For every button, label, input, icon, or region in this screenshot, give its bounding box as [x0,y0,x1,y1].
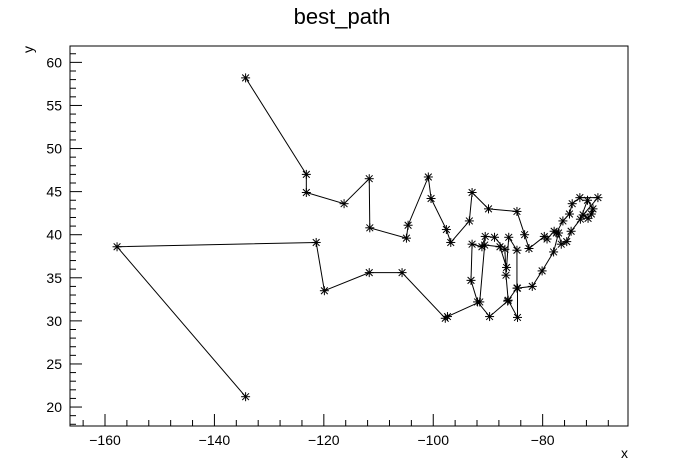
data-point [475,297,485,307]
data-point [441,225,451,235]
data-point [501,270,511,280]
data-point [401,233,411,243]
y-tick-label: 35 [46,270,62,286]
data-point [558,216,568,226]
data-point [397,268,407,278]
data-point [520,230,530,240]
data-point [512,283,522,293]
data-point [512,245,522,255]
axis-ticks [70,53,609,426]
x-tick-label: −120 [308,432,340,448]
tick-labels: −160 −140 −120 −100 −80 20 25 30 35 40 45 50 55 60 [46,54,554,448]
data-point [504,232,514,242]
data-point [301,169,311,179]
data-point [403,220,413,230]
data-point [564,209,574,219]
data-point [588,204,598,214]
y-tick-label: 50 [46,141,62,157]
data-point [566,226,576,236]
y-tick-label: 55 [46,97,62,113]
data-point [575,193,585,203]
data-point [484,204,493,214]
data-point [512,312,522,322]
data-point [524,243,534,253]
y-tick-label: 40 [46,227,62,243]
data-point [502,262,512,272]
data-point [241,73,251,83]
data-markers [112,73,603,402]
data-point [480,240,490,250]
data-point [467,187,477,197]
data-point [364,174,374,184]
chart-title: best_path [294,4,391,29]
data-point [537,266,547,276]
data-point [311,237,321,247]
y-tick-label: 20 [46,399,62,415]
y-axis-label: y [20,46,36,53]
data-point [527,281,537,291]
data-point [575,214,585,224]
path-line [115,77,599,398]
data-point [301,187,311,197]
y-tick-label: 25 [46,356,62,372]
data-point [467,239,477,249]
data-point [339,199,349,209]
data-point [319,286,329,296]
x-tick-label: −80 [531,432,555,448]
data-point [241,392,251,402]
data-point [512,206,522,216]
data-point [426,194,436,204]
data-point [495,242,505,252]
data-point [554,228,564,238]
data-point [112,242,122,252]
data-point [364,268,374,278]
y-tick-label: 45 [46,184,62,200]
data-point [480,231,490,241]
x-tick-label: −100 [417,432,449,448]
data-point [485,312,495,322]
data-point [556,239,566,249]
data-point [503,296,513,306]
y-tick-label: 30 [46,313,62,329]
y-tick-label: 60 [46,54,62,70]
x-axis-label: x [621,445,628,461]
data-point [464,216,474,226]
data-point [593,193,603,203]
data-point [490,232,500,242]
x-tick-label: −160 [89,432,121,448]
data-point [365,223,375,233]
plot-frame [69,45,629,427]
data-point [500,244,510,254]
data-point [549,247,559,257]
data-point [423,172,433,182]
x-tick-label: −140 [199,432,231,448]
data-point [567,199,577,209]
data-point [542,234,552,244]
data-point [440,313,450,323]
data-point [466,275,476,285]
data-point [446,237,456,247]
data-point [583,195,593,205]
